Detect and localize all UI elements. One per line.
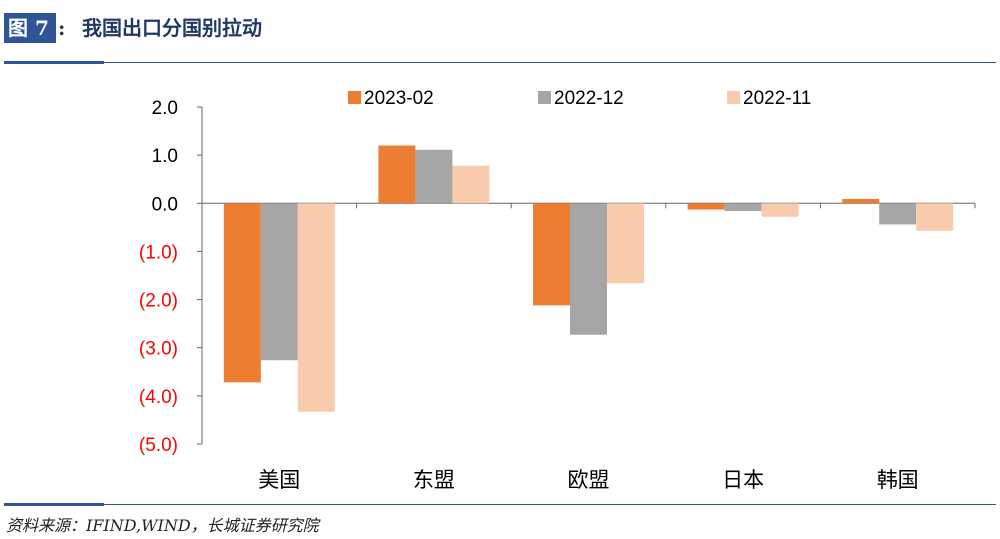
bar-2022-11-韩国 <box>916 203 954 231</box>
legend-label: 2023-02 <box>364 88 434 109</box>
x-tick-label: 美国 <box>258 468 300 492</box>
y-tick-label: (4.0) <box>139 387 178 408</box>
bar-2022-11-日本 <box>761 203 799 217</box>
bar-2023-02-东盟 <box>378 145 416 204</box>
y-axis-labels: 2.0 1.0 0.0 (1.0) (2.0) (3.0) (4.0) (5.0) <box>139 98 178 456</box>
bar-2022-12-日本 <box>724 203 762 211</box>
bar-2023-02-韩国 <box>842 198 880 204</box>
chart-bars <box>223 145 954 412</box>
figure-number: 图 7 <box>4 13 56 43</box>
figure-colon: : <box>58 16 66 40</box>
legend-label: 2022-12 <box>554 88 624 109</box>
bar-2023-02-美国 <box>223 203 261 383</box>
y-tick-label: 1.0 <box>152 146 178 167</box>
bar-2023-02-日本 <box>687 203 725 210</box>
bar-2022-11-东盟 <box>452 165 490 204</box>
figure-header: 图 7 : 我国出口分国别拉动 <box>0 0 1000 60</box>
source-note: 资料来源：IFIND,WIND，长城证券研究院 <box>6 516 319 535</box>
chart-legend: 2023-02 2022-12 2022-11 <box>348 88 811 109</box>
y-tick-label: 0.0 <box>152 194 178 215</box>
y-tick-label: (1.0) <box>139 242 178 263</box>
legend-swatch-2022-11 <box>727 91 740 104</box>
bar-2022-12-东盟 <box>415 149 453 204</box>
legend-label: 2022-11 <box>743 88 811 109</box>
bottom-rule-accent <box>4 503 104 506</box>
bar-2022-11-美国 <box>297 203 335 412</box>
y-tick-label: (5.0) <box>139 435 178 456</box>
y-tick-label: (3.0) <box>139 339 178 360</box>
legend-swatch-2022-12 <box>538 91 551 104</box>
bar-2022-11-欧盟 <box>607 203 644 284</box>
figure-title: 我国出口分国别拉动 <box>82 16 262 40</box>
bar-2022-12-韩国 <box>879 203 917 225</box>
bottom-rule <box>4 504 996 505</box>
bar-2022-12-美国 <box>260 203 298 361</box>
x-tick-label: 东盟 <box>413 468 455 492</box>
y-tick-label: 2.0 <box>152 98 178 119</box>
x-tick-label: 欧盟 <box>568 468 610 492</box>
legend-swatch-2023-02 <box>348 91 361 104</box>
top-rule-accent <box>4 61 104 64</box>
bar-2023-02-欧盟 <box>533 203 570 306</box>
x-axis-labels: 美国 东盟 欧盟 日本 韩国 <box>258 468 918 492</box>
x-tick-label: 韩国 <box>877 468 919 492</box>
x-tick-label: 日本 <box>722 468 764 492</box>
bar-2022-12-欧盟 <box>570 203 607 335</box>
top-rule <box>4 62 996 63</box>
y-tick-label: (2.0) <box>139 291 178 312</box>
